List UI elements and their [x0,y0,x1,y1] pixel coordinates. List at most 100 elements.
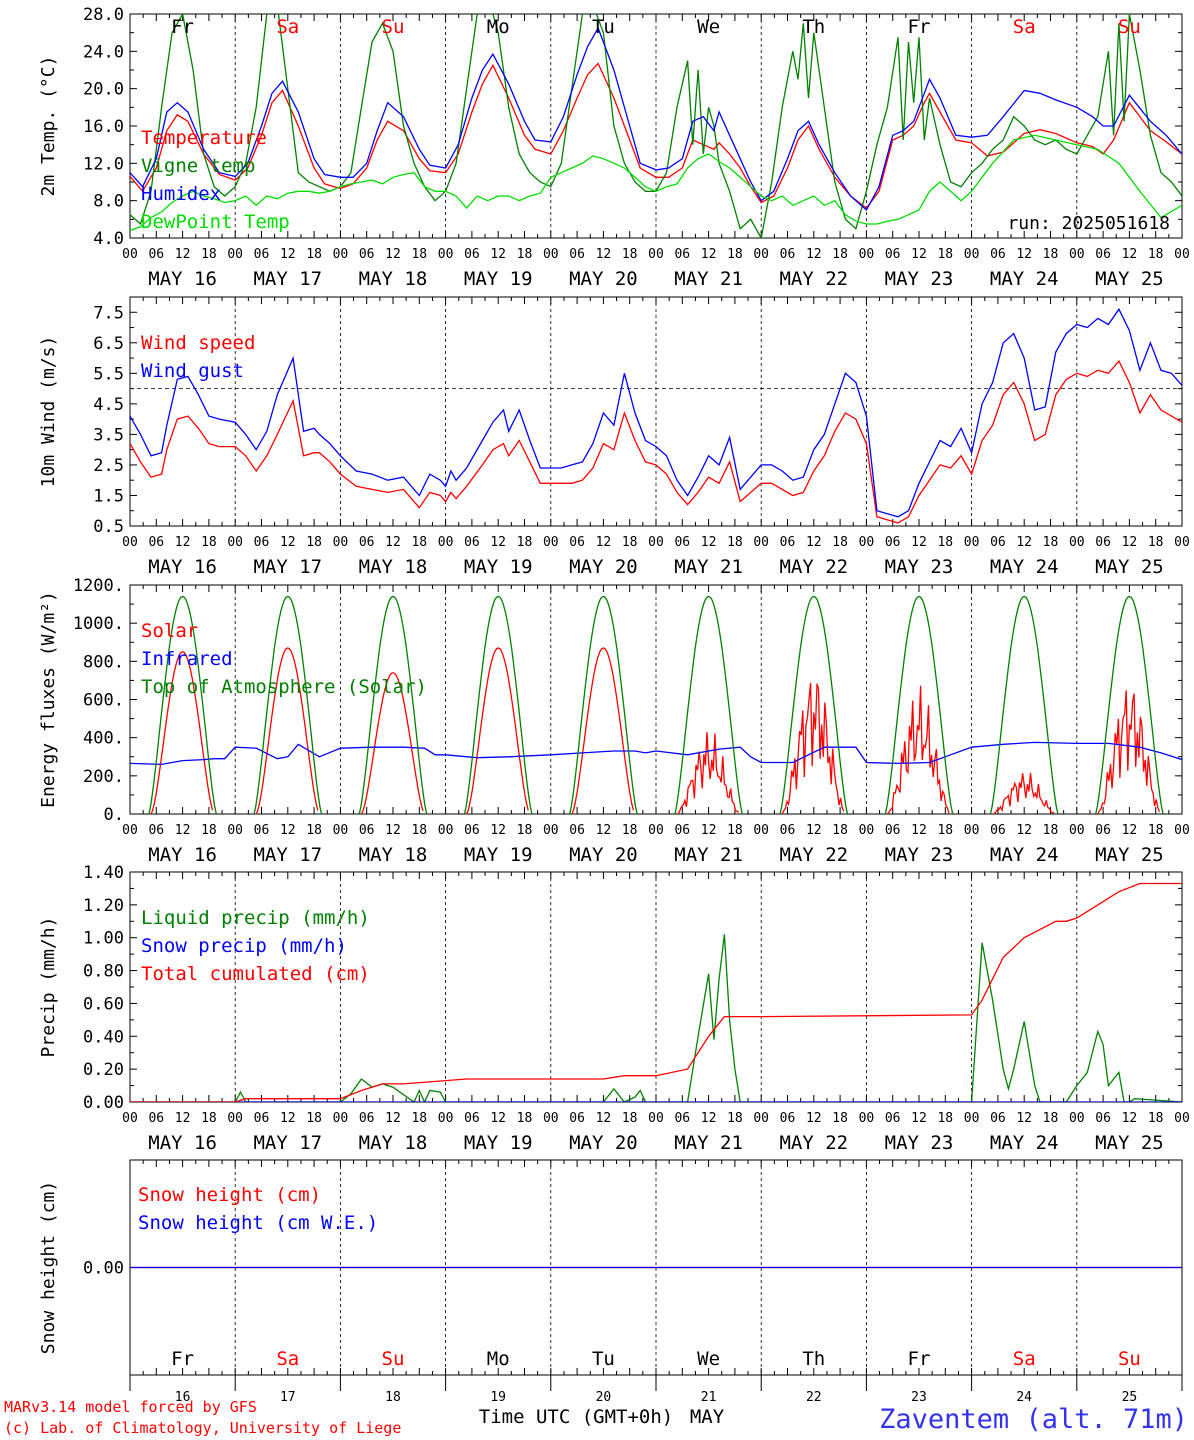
x-hour-label: 06 [569,247,585,262]
x-hour-label: 00 [964,1111,980,1126]
day-of-week-label: Mo [487,16,510,38]
x-date-label: MAY 22 [779,268,848,290]
x-hour-label: 00 [1174,535,1190,550]
x-hour-label: 06 [885,1111,901,1126]
y-tick-label: 1.40 [83,863,124,883]
x-hour-label: 06 [990,535,1006,550]
day-number-label: 23 [911,1390,927,1405]
x-hour-label: 06 [359,535,375,550]
day-of-week-label: Tu [592,1348,615,1370]
x-hour-label: 06 [990,247,1006,262]
x-hour-label: 00 [438,535,454,550]
x-hour-label: 00 [1069,823,1085,838]
x-hour-label: 00 [122,247,138,262]
x-hour-label: 06 [569,1111,585,1126]
solar-curve [781,682,845,814]
month-label: MAY [690,1406,725,1428]
x-hour-label: 00 [122,823,138,838]
solar-curve [1097,690,1161,814]
x-hour-label: 12 [490,535,506,550]
x-hour-label: 06 [780,247,796,262]
x-hour-label: 12 [911,1111,927,1126]
x-hour-label: 18 [1043,1111,1059,1126]
x-hour-label: 18 [937,823,953,838]
x-hour-label: 00 [859,535,875,550]
solar-curve [571,647,635,814]
x-hour-label: 18 [201,1111,217,1126]
x-hour-label: 00 [333,1111,349,1126]
x-hour-label: 12 [1122,823,1138,838]
solar-curve [886,685,950,814]
x-hour-label: 06 [148,247,164,262]
x-hour-label: 12 [1122,247,1138,262]
x-hour-label: 06 [464,535,480,550]
x-hour-label: 12 [596,535,612,550]
x-hour-label: 06 [990,823,1006,838]
toa-solar-curve [358,595,428,814]
panel-5: 0.00 Snow height (cm) Snow height (cm) Snow… [38,1159,1183,1405]
x-date-label: MAY 25 [1095,844,1164,866]
x-hour-label: 18 [517,1111,533,1126]
day-number-label: 16 [175,1390,191,1405]
x-hour-label: 18 [517,247,533,262]
x-hour-label: 18 [832,1111,848,1126]
y-tick-label: 16.0 [83,117,124,137]
y-tick-label: 200. [83,767,124,787]
x-hour-label: 18 [832,535,848,550]
x-hour-label: 00 [859,823,875,838]
series-line-wind-speed [130,359,1182,524]
x-hour-label: 06 [148,823,164,838]
panel-2: 0.5 1.5 2.5 3.5 4.5 5.5 6.5 7.5 10m Wind (m/s) Wi… [38,296,1190,578]
x-date-label: MAY 18 [359,556,428,578]
y-axis-label: Energy fluxes (W/m²) [38,591,59,808]
x-date-label: MAY 18 [359,1132,428,1154]
x-hour-label: 06 [254,247,270,262]
day-of-week-label: Su [382,16,405,38]
x-hour-label: 18 [727,247,743,262]
x-hour-label: 18 [937,535,953,550]
y-tick-label: 1.00 [83,929,124,949]
x-hour-label: 06 [464,1111,480,1126]
legend-entry: Snow height (cm) [138,1184,321,1206]
x-hour-label: 06 [569,535,585,550]
day-of-week-label: Su [1118,16,1141,38]
x-date-label: MAY 21 [674,844,743,866]
x-hour-label: 12 [490,247,506,262]
station-title: Zaventem (alt. 71m) [879,1404,1188,1435]
x-hour-label: 12 [175,535,191,550]
x-hour-label: 00 [227,247,243,262]
x-date-label: MAY 21 [674,556,743,578]
x-hour-label: 00 [227,823,243,838]
x-hour-label: 00 [753,823,769,838]
x-date-label: MAY 25 [1095,1132,1164,1154]
legend-entry: Wind gust [141,360,244,382]
x-hour-label: 18 [1043,823,1059,838]
x-hour-label: 18 [937,247,953,262]
x-hour-label: 00 [438,823,454,838]
x-hour-label: 06 [359,823,375,838]
day-number-label: 19 [490,1390,506,1405]
x-date-label: MAY 24 [990,556,1059,578]
series-group [130,882,1182,1102]
x-date-label: MAY 16 [148,268,217,290]
toa-solar-curve [569,595,638,814]
day-of-week-label: Sa [276,16,299,38]
x-hour-label: 12 [175,823,191,838]
day-number-label: 25 [1122,1390,1138,1405]
x-hour-label: 18 [306,535,322,550]
x-hour-label: 12 [596,247,612,262]
legend-entry: Top of Atmosphere (Solar) [141,676,427,698]
x-hour-label: 06 [674,247,690,262]
x-hour-label: 00 [648,1111,664,1126]
x-date-label: MAY 22 [779,556,848,578]
series-line-dewpoint-temp [130,134,1182,232]
x-hour-label: 06 [1095,1111,1111,1126]
x-date-label: MAY 17 [253,556,322,578]
series-line-wind-gust [130,307,1182,518]
x-hour-label: 18 [411,1111,427,1126]
y-tick-label: 1.5 [93,486,124,506]
solar-curve [676,732,739,814]
legend-entry: Wind speed [141,332,255,354]
x-hour-label: 12 [1016,823,1032,838]
